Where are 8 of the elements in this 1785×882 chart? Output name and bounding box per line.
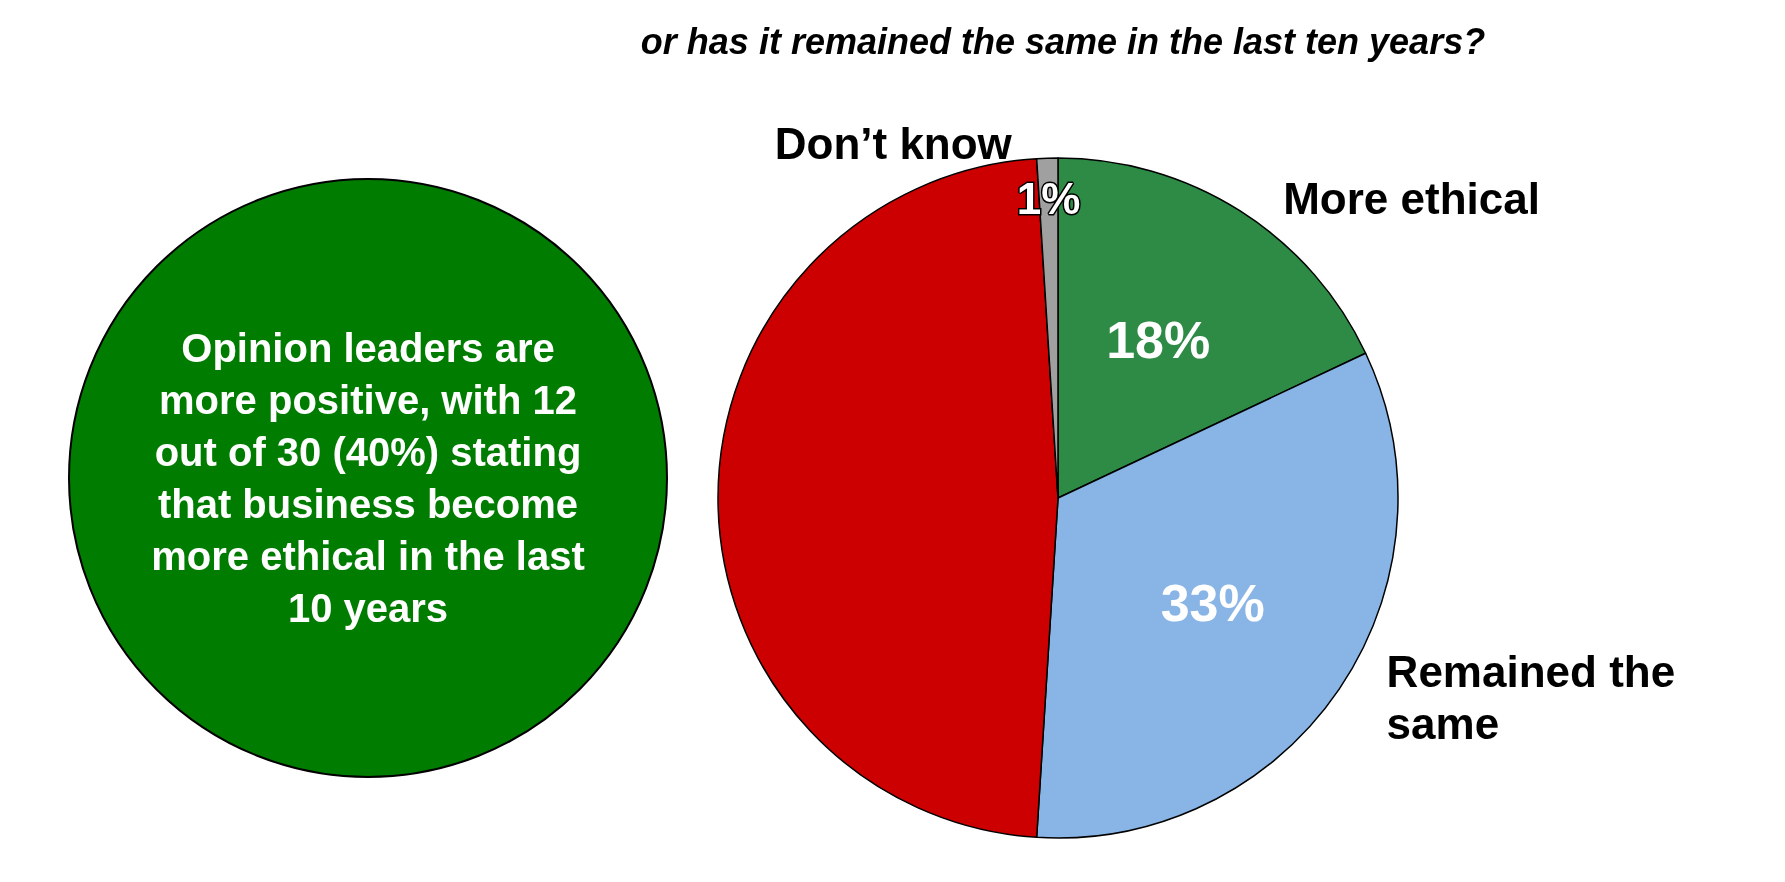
chart-title: or has it remained the same in the last ten years? (640, 20, 1486, 62)
data-label: 1% (1016, 174, 1081, 224)
data-label: 18% (1106, 311, 1211, 370)
slice-label: More ethical (1283, 173, 1540, 223)
slice-label: Don’t know (774, 118, 1013, 168)
data-label: 33% (1160, 574, 1265, 633)
slice-label: Remained the same (1386, 647, 1688, 749)
callout-bubble: Opinion leaders are more positive, with 12 out of 30 (40%) stating that business become more ethical in the last 10 years (68, 178, 668, 778)
